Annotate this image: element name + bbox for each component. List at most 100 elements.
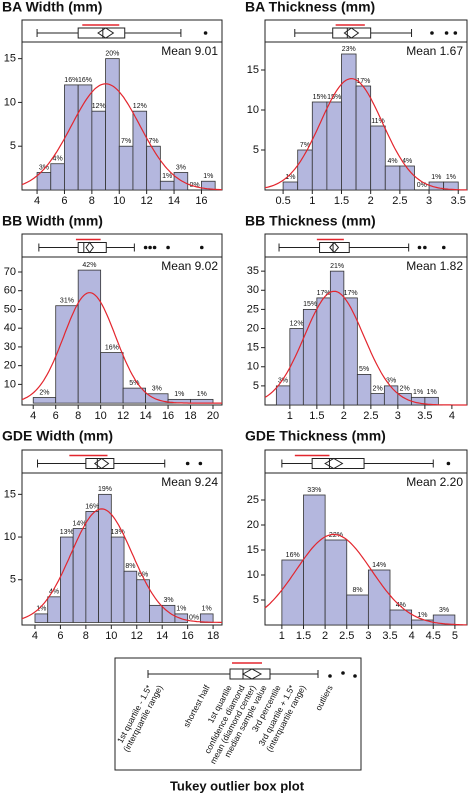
plot-frame [21,472,223,626]
value-label: 0% [190,182,200,189]
value-label: 1% [174,391,184,398]
x-tick-label: 5 [452,630,458,642]
value-label: 0% [189,614,199,621]
outlier [453,31,458,35]
value-label: 1% [176,606,186,613]
bar [297,149,313,191]
value-label: 22% [329,532,343,539]
outlier [430,31,434,35]
value-label: 17% [356,78,370,85]
legend-panel: Tukey outlier box plot [114,657,362,793]
x-tick-label: 18 [184,410,196,422]
y-tick-label: 40 [4,322,16,334]
x-tick-label: 20 [207,410,219,422]
value-label: 6% [138,572,148,579]
x-tick-label: 6 [57,630,63,642]
bar [36,172,52,191]
bar [355,85,372,191]
bar [343,297,358,406]
value-label: 1% [446,174,456,181]
y-tick-label: 15 [247,64,259,76]
value-label: 1% [162,173,172,180]
bar [34,613,49,623]
plot-frame [21,256,223,406]
mean-label: Mean 9.01 [161,44,218,58]
box-strip [21,233,223,258]
x-tick-label: 1 [279,630,285,642]
value-label: 20% [105,50,119,57]
value-label: 13% [111,529,125,536]
value-label: 1% [285,174,295,181]
bar [370,125,386,191]
bar [281,559,304,626]
x-tick-label: 16 [162,410,174,422]
y-tick-label: 25 [247,303,259,315]
panel: BB Width (mm) Mean 9.02 2% 31% 42% 16% 5% 3% 1% 1… [2,213,223,422]
bar [60,536,74,623]
y-tick-label: 5 [253,380,259,392]
x-tick-label: 3.5 [382,630,397,642]
x-tick-label: 16 [195,195,207,207]
bar [370,393,385,406]
y-tick-label: 25 [247,494,259,506]
value-label: 12% [133,103,147,110]
x-tick-label: 14 [168,195,180,207]
confidence-diamond [343,27,360,39]
x-tick-label: 10 [105,630,117,642]
mean-label: Mean 1.67 [406,44,463,58]
x-tick-label: 2 [341,410,347,422]
value-label: 21% [330,263,344,270]
value-label: 4% [402,158,412,165]
x-tick-label: 4 [34,195,40,207]
bar [324,539,348,626]
bar [443,181,459,191]
confidence-diamond [97,27,115,39]
iqr-box [311,458,365,469]
legend-outlier [353,674,357,678]
value-label: 5% [359,366,369,373]
mean-label: Mean 2.20 [406,475,463,489]
bar [118,145,134,191]
bar [303,494,326,626]
bar [289,328,304,406]
panel: BA Width (mm) Mean 9.01 3% 4% 16% 16% 12% 20% 7%… [2,0,223,207]
x-tick-label: 1.5 [309,410,324,422]
x-tick-label: 1.5 [296,630,311,642]
bar [173,172,189,191]
bar [399,165,415,191]
panel-title: BA Thickness (mm) [245,0,375,15]
value-label: 16% [78,77,92,84]
confidence-diamond [93,457,110,470]
legend-label: outliers [313,683,335,712]
outlier [143,245,148,250]
legend-frame [114,657,362,771]
y-tick-label: 50 [4,303,16,315]
outlier [417,245,422,250]
outlier [203,31,208,35]
bar [199,613,214,623]
panel: BA Thickness (mm) Mean 1.67 1% 7% 15% 15% 23% 1… [245,0,468,207]
panel-title: BA Width (mm) [2,0,102,15]
value-label: 15% [327,94,341,101]
x-tick-label: 2.5 [339,630,354,642]
x-tick-label: 4.5 [426,630,441,642]
value-label: 14% [72,520,86,527]
value-label: 7% [148,138,158,145]
bar [159,180,175,191]
value-label: 1% [431,174,441,181]
bar [123,570,138,623]
y-tick-label: 5 [253,144,259,156]
x-tick-label: 1 [287,410,293,422]
bar [85,511,99,623]
x-tick-label: 4 [409,630,415,642]
x-tick-label: 1.5 [334,195,349,207]
y-tick-label: 70 [4,266,16,278]
panel-title: GDE Thickness (mm) [245,428,386,444]
y-tick-label: 15 [4,488,16,500]
bar [346,594,369,626]
value-label: 23% [342,46,356,53]
outlier [441,245,446,250]
bar [91,110,106,191]
value-label: 12% [290,320,304,327]
value-label: 3% [278,378,288,385]
